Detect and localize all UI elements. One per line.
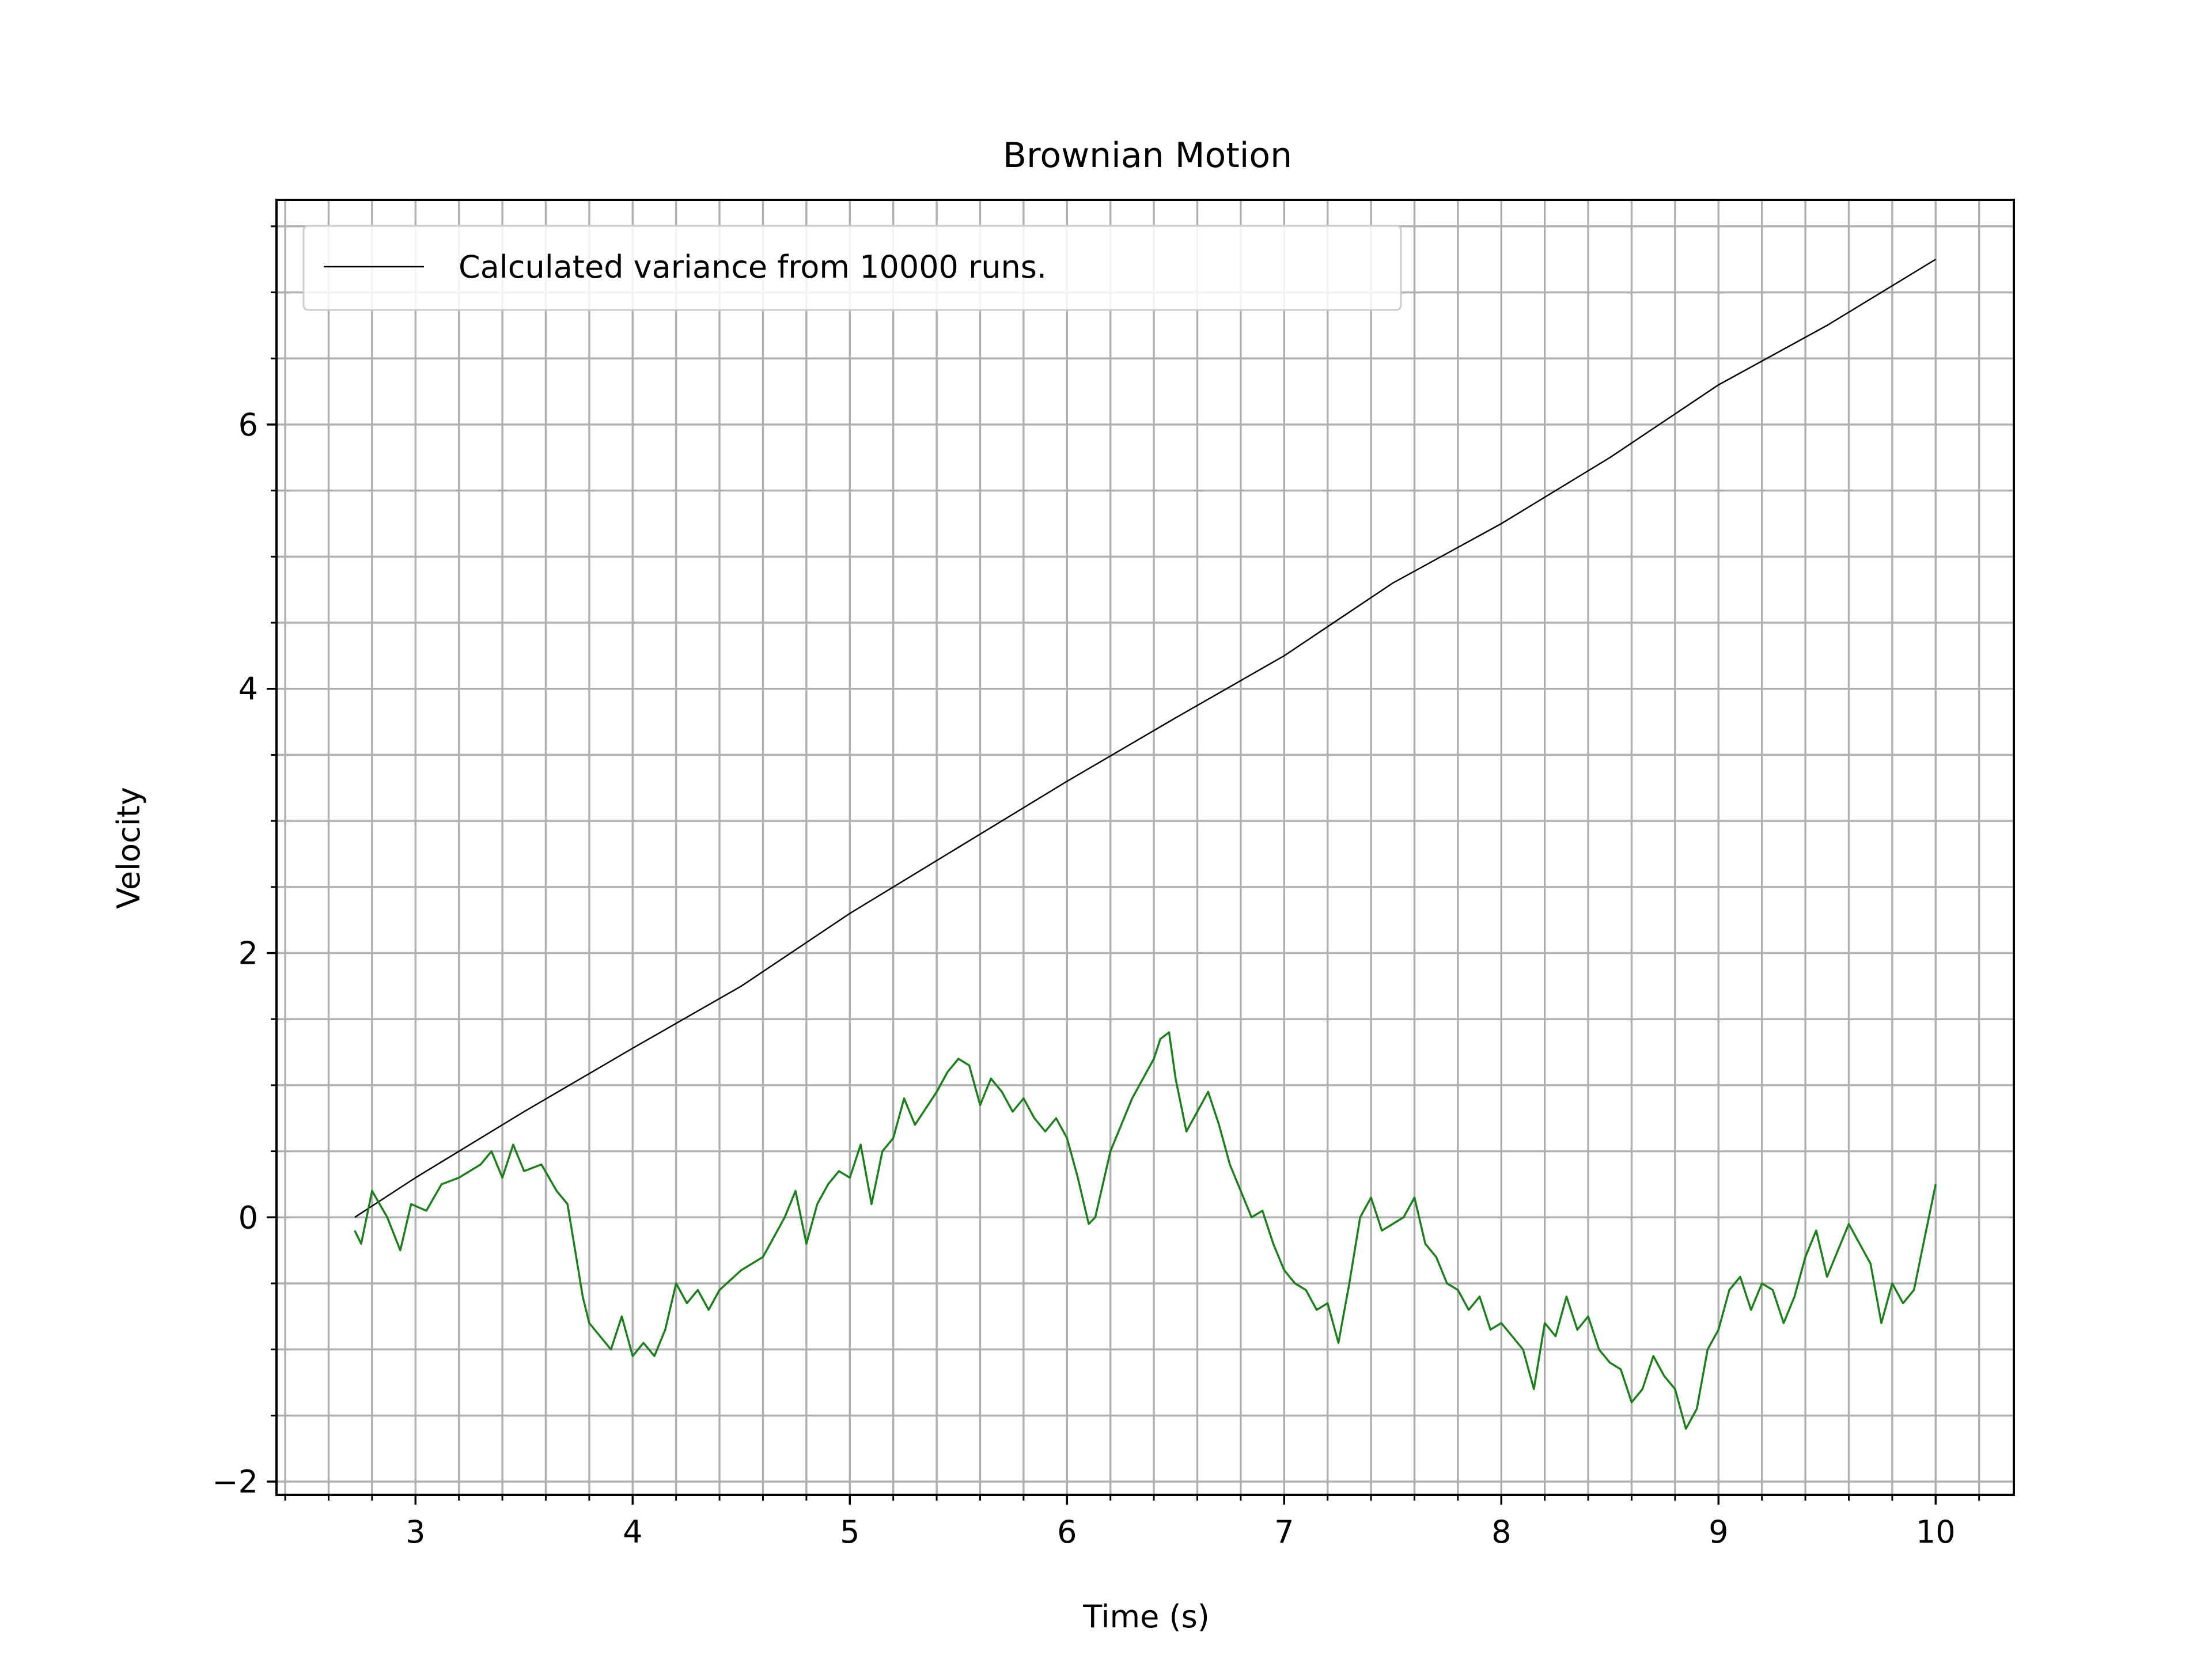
legend: Calculated variance from 10000 runs. (302, 225, 1402, 311)
plot-frame (275, 199, 2015, 1496)
x-tick-label: 6 (1057, 1514, 1077, 1550)
legend-box (302, 225, 1402, 311)
x-tick-label: 4 (623, 1514, 642, 1550)
x-tick-label: 9 (1709, 1514, 1728, 1550)
x-tick-label: 10 (1916, 1514, 1956, 1550)
variance-line (354, 259, 1936, 1218)
y-axis-label: Velocity (111, 787, 147, 909)
y-tick-label: 0 (238, 1199, 258, 1236)
x-tick-label: 5 (840, 1514, 859, 1550)
sample-velocity-line (354, 1031, 1937, 1430)
y-tick-label: 2 (238, 935, 258, 972)
grid-lines (276, 200, 2014, 1495)
chart-title: Brownian Motion (1003, 135, 1292, 176)
legend-entry-label: Calculated variance from 10000 runs. (459, 249, 1047, 285)
y-tick-label: 4 (238, 671, 258, 707)
x-tick-label: 7 (1274, 1514, 1294, 1550)
axis-ticks: 3 4 5 6 7 8 9 10 −2 0 2 4 6 (212, 225, 1980, 1550)
x-tick-label: 8 (1491, 1514, 1511, 1550)
y-tick-label: 6 (238, 407, 258, 443)
x-axis-label: Time (s) (1082, 1599, 1210, 1635)
y-tick-label: −2 (212, 1464, 258, 1500)
x-tick-label: 3 (406, 1514, 425, 1550)
series-layer (354, 259, 1937, 1430)
